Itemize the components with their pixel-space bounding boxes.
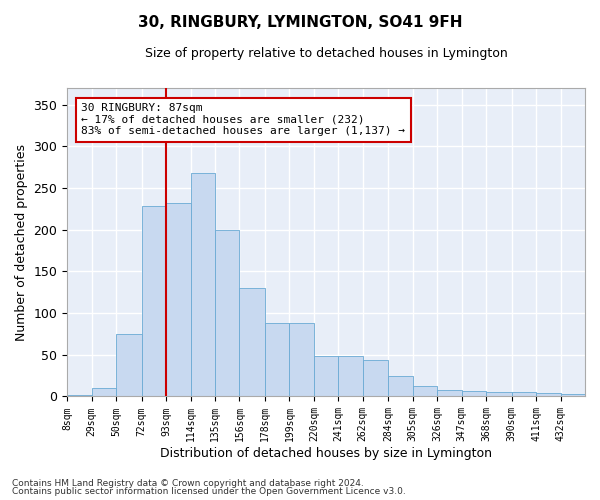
Bar — [265, 323, 289, 396]
Text: Contains public sector information licensed under the Open Government Licence v3: Contains public sector information licen… — [12, 487, 406, 496]
Bar — [142, 206, 166, 396]
X-axis label: Distribution of detached houses by size in Lymington: Distribution of detached houses by size … — [160, 447, 492, 460]
Bar — [67, 395, 92, 396]
Text: 30, RINGBURY, LYMINGTON, SO41 9FH: 30, RINGBURY, LYMINGTON, SO41 9FH — [138, 15, 462, 30]
Bar — [239, 288, 265, 397]
Bar — [314, 356, 338, 397]
Bar — [512, 392, 536, 396]
Bar — [413, 386, 437, 396]
Bar — [486, 392, 512, 396]
Bar — [388, 376, 413, 396]
Text: 30 RINGBURY: 87sqm
← 17% of detached houses are smaller (232)
83% of semi-detach: 30 RINGBURY: 87sqm ← 17% of detached hou… — [81, 103, 405, 136]
Bar — [215, 230, 239, 396]
Bar — [92, 388, 116, 396]
Bar — [338, 356, 363, 397]
Bar — [191, 173, 215, 396]
Bar — [289, 323, 314, 396]
Bar — [560, 394, 585, 396]
Title: Size of property relative to detached houses in Lymington: Size of property relative to detached ho… — [145, 48, 508, 60]
Y-axis label: Number of detached properties: Number of detached properties — [15, 144, 28, 341]
Text: Contains HM Land Registry data © Crown copyright and database right 2024.: Contains HM Land Registry data © Crown c… — [12, 478, 364, 488]
Bar — [536, 393, 560, 396]
Bar — [116, 334, 142, 396]
Bar — [363, 360, 388, 397]
Bar — [437, 390, 461, 396]
Bar — [461, 390, 486, 396]
Bar — [166, 203, 191, 396]
